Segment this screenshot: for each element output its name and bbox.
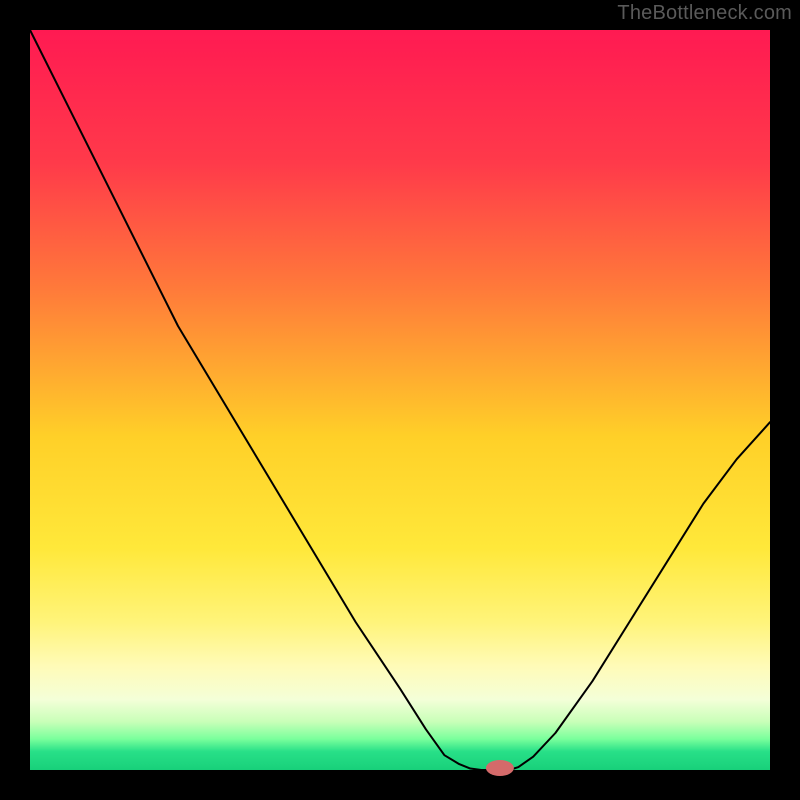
attribution-label: TheBottleneck.com [617, 2, 792, 25]
optimal-marker [486, 760, 514, 776]
bottleneck-chart [0, 0, 800, 800]
chart-stage: TheBottleneck.com [0, 0, 800, 800]
plot-background [30, 30, 770, 770]
